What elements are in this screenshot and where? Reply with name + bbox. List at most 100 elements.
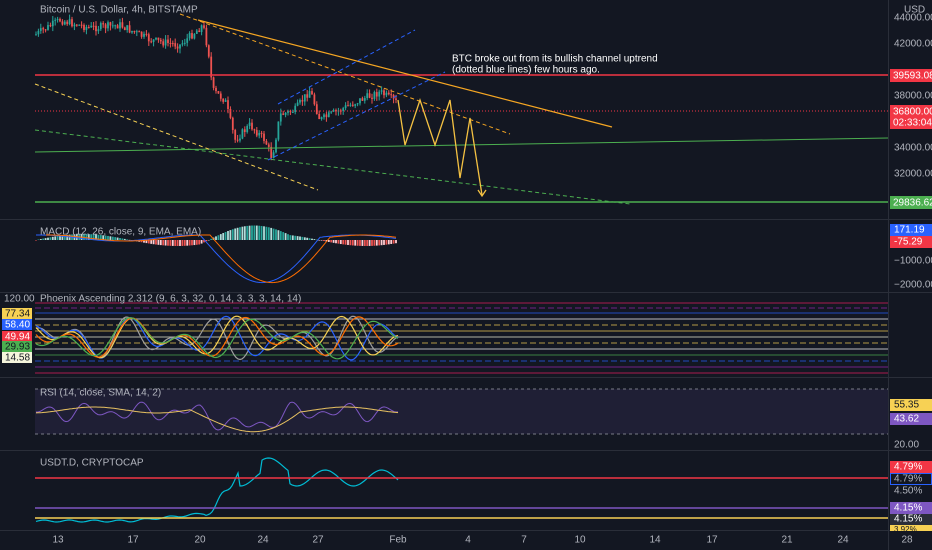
phoenix-label-bg	[2, 341, 32, 352]
candle-body	[171, 43, 174, 45]
macd-histogram	[63, 235, 66, 240]
macd-histogram	[323, 240, 325, 242]
candle-body	[85, 27, 88, 31]
macd-histogram	[373, 240, 376, 246]
macd-histogram	[339, 240, 342, 245]
orange-dashed	[179, 13, 511, 135]
macd-histogram	[119, 237, 121, 240]
annotation: BTC broke out from its bullish channel u…	[452, 54, 658, 65]
candle-body	[229, 109, 232, 118]
macd-histogram	[308, 238, 311, 240]
candle-body	[140, 31, 143, 37]
signal-line	[46, 234, 397, 284]
macd-histogram	[378, 240, 381, 246]
macd-histogram	[231, 229, 234, 240]
time-tick: 24	[257, 535, 269, 546]
macd-histogram	[207, 239, 210, 241]
pane-title: RSI (14, close, SMA, 14, 2)	[40, 388, 161, 399]
macd-histogram	[42, 238, 45, 240]
macd-histogram	[97, 234, 100, 240]
candle-body	[284, 112, 287, 115]
candle-body	[59, 18, 61, 22]
macd-histogram	[392, 240, 395, 244]
candle-body	[315, 104, 318, 114]
macd-tick: −2000.00	[894, 280, 932, 291]
macd-histogram	[116, 237, 119, 240]
macd-histogram	[150, 240, 153, 244]
candle-body	[155, 37, 157, 40]
macd-histogram	[143, 240, 145, 243]
projection-arrow	[477, 189, 487, 198]
usdt-label-bg	[890, 461, 932, 473]
macd-histogram	[263, 226, 265, 240]
candle-body	[291, 112, 294, 114]
channel-lower	[267, 71, 446, 161]
candle-body	[200, 25, 203, 32]
macd-histogram	[56, 236, 59, 240]
macd-histogram	[327, 240, 330, 242]
macd-histogram	[335, 240, 337, 244]
macd-histogram	[61, 235, 64, 240]
candle-body	[169, 42, 172, 44]
candle-body	[116, 25, 119, 29]
usdt-tick: 4.50%	[894, 486, 922, 497]
macd-histogram	[87, 234, 90, 240]
candle-body	[275, 139, 277, 153]
macd-histogram	[356, 240, 359, 246]
signal-label: -75.29	[894, 237, 923, 248]
candle-body	[267, 144, 270, 147]
time-tick: Feb	[389, 535, 407, 546]
usdt-last-label: 4.79%	[894, 474, 922, 485]
macd-histogram	[366, 240, 369, 246]
macd-histogram	[128, 239, 131, 241]
candle-body	[356, 103, 359, 105]
macd-histogram	[111, 236, 114, 240]
candle-body	[37, 30, 40, 35]
candle-body	[83, 25, 85, 31]
candle-body	[126, 25, 129, 31]
candle-body	[375, 92, 378, 97]
candle-body	[287, 110, 289, 113]
candle-body	[342, 108, 345, 111]
candle-body	[325, 114, 328, 118]
rsi-line	[36, 401, 399, 431]
candle-body	[392, 95, 395, 99]
macd-histogram	[272, 228, 275, 240]
candle-body	[236, 139, 239, 141]
macd-histogram	[306, 237, 309, 240]
candle-body	[363, 98, 366, 101]
phoenix-label-bg	[2, 331, 32, 342]
macd-histogram	[294, 235, 297, 240]
macd-histogram	[282, 232, 285, 240]
candle-body	[272, 152, 275, 158]
candle-body	[51, 20, 54, 27]
usdt-second-label: 4.15%	[894, 514, 922, 525]
candle-body	[80, 24, 83, 26]
macd-histogram	[164, 240, 167, 246]
rsi-label-bg	[890, 399, 932, 411]
macd-histogram	[102, 235, 105, 240]
macd-histogram	[193, 240, 196, 246]
candle-body	[191, 33, 193, 39]
macd-histogram	[299, 236, 301, 240]
candle-body	[361, 98, 364, 101]
macd-histogram	[234, 228, 237, 240]
candle-body	[277, 121, 280, 140]
price-label-bg	[890, 105, 932, 129]
macd-histogram	[239, 227, 241, 240]
macd-histogram	[325, 240, 328, 242]
candle-body	[107, 22, 109, 29]
candle-body	[227, 100, 229, 110]
macd-histogram	[363, 240, 366, 246]
macd-label-bg	[890, 224, 932, 236]
candle-body	[258, 132, 261, 136]
candle-body	[323, 114, 325, 118]
macd-histogram	[162, 240, 165, 246]
price-tick: 32000.00	[894, 169, 932, 180]
macd-histogram	[351, 240, 354, 246]
usdt-label-bg	[890, 502, 932, 514]
candle-body	[263, 133, 265, 141]
candle-body	[378, 91, 381, 97]
